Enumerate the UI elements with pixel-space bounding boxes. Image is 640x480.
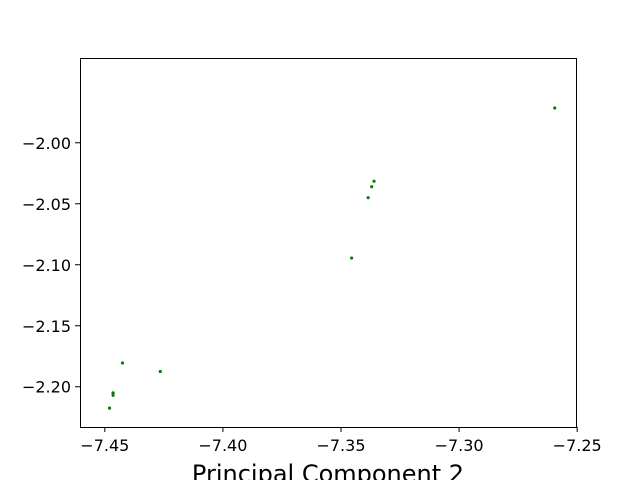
y-axis: −2.00 −2.05 −2.10 −2.15 −2.20 — [22, 134, 80, 397]
plot-area — [80, 58, 577, 428]
data-point — [111, 393, 115, 397]
data-point — [107, 406, 112, 410]
x-tick-label: −7.25 — [553, 436, 602, 455]
data-point — [366, 196, 370, 200]
y-tick-label: −2.10 — [22, 256, 71, 275]
x-tick-label: −7.45 — [80, 436, 129, 455]
y-tick-label: −2.15 — [22, 317, 71, 336]
y-tick-label: −2.05 — [22, 195, 71, 214]
x-axis: −7.45 −7.40 −7.35 −7.30 −7.25 — [80, 427, 602, 455]
data-point — [120, 361, 125, 365]
data-point — [553, 106, 557, 110]
y-tick-label: −2.00 — [22, 134, 71, 153]
data-point — [370, 185, 374, 189]
x-tick-label: −7.30 — [435, 436, 484, 455]
data-point — [158, 369, 162, 374]
x-tick-label: −7.40 — [198, 436, 247, 455]
data-point — [111, 391, 115, 395]
x-axis-title: Principal Component 2 — [192, 460, 464, 480]
data-points — [107, 106, 557, 410]
data-point — [372, 179, 376, 183]
x-tick-label: −7.35 — [316, 436, 365, 455]
data-point — [350, 256, 354, 260]
y-tick-label: −2.20 — [22, 378, 71, 397]
